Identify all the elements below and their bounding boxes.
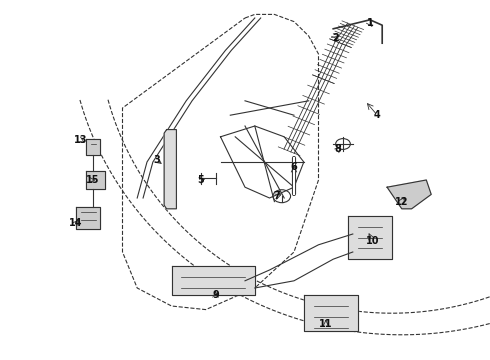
Polygon shape [164,130,176,209]
Text: 5: 5 [197,175,204,185]
Polygon shape [76,207,100,229]
Polygon shape [86,139,100,155]
Text: 9: 9 [212,290,219,300]
Polygon shape [304,295,358,331]
Text: 3: 3 [153,155,160,165]
Text: 1: 1 [367,18,373,28]
Polygon shape [172,266,255,295]
Text: 14: 14 [69,218,83,228]
Polygon shape [86,171,105,189]
Text: 7: 7 [273,191,280,201]
Text: 2: 2 [332,33,339,43]
Text: 6: 6 [291,162,297,172]
Text: 4: 4 [374,110,381,120]
Text: 12: 12 [395,197,409,207]
Polygon shape [387,180,431,209]
Text: 13: 13 [74,135,88,145]
Polygon shape [348,216,392,259]
Text: 8: 8 [335,144,342,154]
Text: 11: 11 [319,319,333,329]
Text: 10: 10 [366,236,379,246]
Text: 15: 15 [86,175,100,185]
